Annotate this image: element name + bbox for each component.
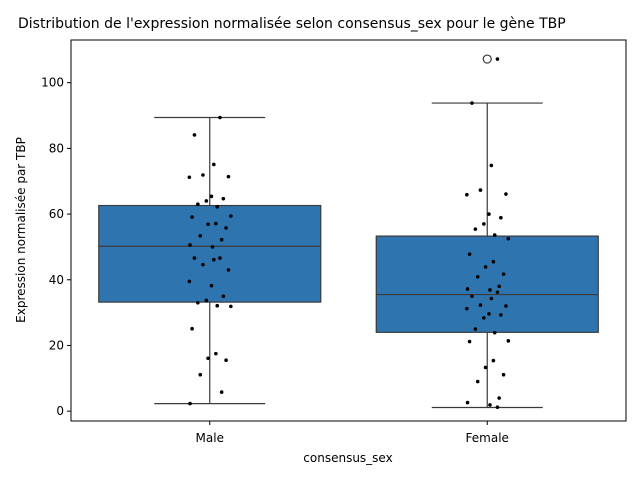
data-point (465, 306, 469, 311)
data-point (209, 194, 214, 199)
data-point (473, 327, 478, 331)
data-point (198, 372, 203, 377)
data-point (201, 262, 205, 267)
data-point (198, 233, 203, 238)
data-point (190, 215, 194, 219)
data-point (501, 372, 506, 377)
data-point (506, 339, 511, 343)
iqr-box (98, 204, 322, 303)
data-point (475, 275, 480, 279)
data-point (229, 304, 233, 309)
data-point (196, 202, 200, 207)
box-male (98, 116, 322, 405)
data-point (214, 221, 218, 226)
data-point (209, 283, 214, 288)
data-point (482, 316, 486, 320)
chart-title: Distribution de l'expression normalisée … (18, 16, 566, 32)
data-point (221, 196, 226, 201)
data-point (188, 401, 192, 406)
box-female (375, 54, 599, 409)
data-point (214, 351, 218, 356)
data-point (506, 236, 511, 241)
data-point (218, 115, 222, 120)
y-axis-label: Expression normalisée par TBP (14, 137, 28, 323)
data-point (475, 379, 480, 384)
data-point (196, 300, 200, 305)
data-point (504, 192, 508, 196)
x-tick-label: Female (466, 431, 509, 445)
data-point (488, 288, 492, 292)
data-point (219, 390, 224, 394)
data-point (487, 312, 491, 316)
data-point (465, 192, 469, 197)
data-point (215, 205, 220, 209)
data-point (215, 303, 220, 308)
data-point (495, 290, 500, 295)
data-point (470, 294, 474, 298)
data-point (492, 330, 497, 335)
data-point (206, 356, 210, 361)
plot-area: 0 20 40 60 80 100 Male Female (41, 39, 627, 445)
data-point (465, 400, 470, 405)
data-point (478, 188, 483, 192)
data-point (212, 162, 216, 167)
iqr-box (375, 235, 599, 333)
data-point (219, 237, 224, 242)
data-point (224, 358, 228, 363)
outlier-point (482, 54, 492, 64)
x-axis-label: consensus_sex (303, 451, 392, 465)
data-point (482, 222, 486, 226)
data-point (187, 279, 192, 284)
data-point (478, 303, 483, 307)
data-point (470, 101, 474, 105)
data-point (188, 243, 192, 247)
data-point (473, 227, 478, 231)
data-point (224, 226, 228, 230)
x-tick-label: Male (196, 431, 224, 445)
y-tick-label: 60 (49, 207, 64, 221)
data-point (218, 256, 222, 260)
data-point (201, 173, 205, 177)
y-tick-label: 40 (49, 273, 64, 287)
data-point (489, 163, 494, 168)
data-point (210, 245, 215, 249)
y-tick-label: 20 (49, 338, 64, 352)
data-point (495, 57, 500, 61)
data-point (192, 133, 197, 137)
data-point (492, 233, 497, 237)
data-point (501, 272, 506, 276)
data-point (221, 294, 226, 298)
data-point (204, 298, 209, 303)
data-point (497, 396, 501, 400)
y-tick-label: 100 (41, 76, 64, 90)
data-point (229, 214, 233, 218)
data-point (495, 405, 500, 410)
data-point (204, 199, 209, 203)
data-point (190, 326, 194, 331)
data-point (499, 313, 503, 317)
data-point (212, 257, 216, 262)
data-point (467, 252, 472, 256)
data-point (491, 259, 496, 264)
data-point (206, 222, 210, 227)
data-point (487, 212, 491, 216)
data-point (488, 403, 492, 407)
data-point (483, 365, 488, 370)
data-point (465, 287, 470, 291)
data-point (192, 256, 197, 260)
y-tick-label: 0 (56, 404, 64, 418)
data-point (489, 296, 494, 301)
data-point (504, 304, 508, 308)
data-point (483, 265, 488, 269)
data-point (467, 339, 472, 344)
data-point (187, 175, 192, 180)
data-point (491, 358, 496, 363)
data-point (226, 174, 231, 179)
y-tick-label: 80 (49, 141, 64, 155)
plot-frame (70, 39, 627, 422)
data-point (499, 215, 503, 220)
data-point (497, 284, 501, 289)
data-point (226, 268, 231, 272)
